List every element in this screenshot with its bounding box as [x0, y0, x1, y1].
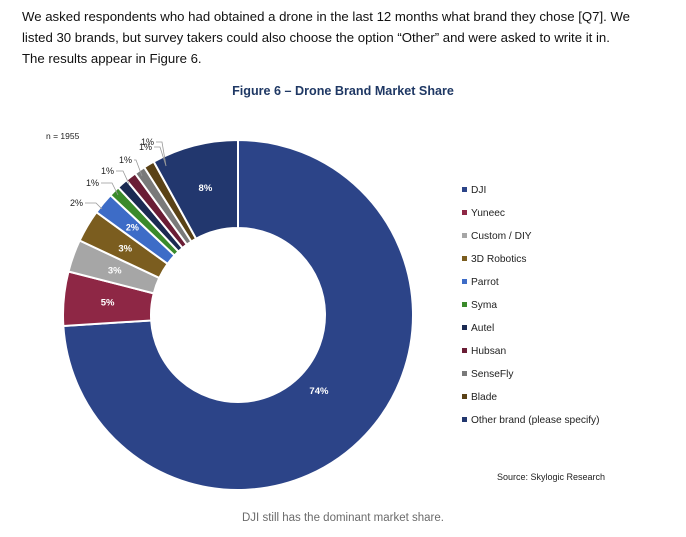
- leader-line-hubsan: [134, 159, 143, 177]
- legend-swatch-blade: [462, 394, 467, 399]
- intro-line-1: We asked respondents who had obtained a …: [22, 9, 630, 24]
- data-label-yuneec: 5%: [101, 298, 115, 309]
- legend-item-hubsan: Hubsan: [462, 346, 506, 357]
- data-label-3d-robotics: 3%: [118, 243, 132, 254]
- chart-source: Source: Skylogic Research: [497, 472, 606, 482]
- legend-swatch-other-brand-please-specify: [462, 417, 467, 422]
- slice-other-brand-please-specify: [152, 138, 239, 241]
- intro-paragraph: We asked respondents who had obtained a …: [22, 6, 672, 69]
- legend-swatch-yuneec: [462, 210, 467, 215]
- legend-label-blade: Blade: [471, 392, 498, 403]
- legend-label-autel: Autel: [471, 323, 495, 334]
- legend-item-sensefly: SenseFly: [462, 369, 513, 380]
- outer-label-autel: 1%: [101, 166, 114, 176]
- legend-item-autel: Autel: [462, 323, 494, 334]
- legend-label-syma: Syma: [471, 300, 498, 311]
- leader-line-parrot: [85, 202, 103, 210]
- legend-item-yuneec: Yuneec: [462, 208, 505, 219]
- outer-label-sensefly: 1%: [139, 142, 152, 152]
- data-label-custom-diy: 3%: [108, 266, 122, 277]
- legend-item-3d-robotics: 3D Robotics: [462, 254, 527, 265]
- legend-swatch-hubsan: [462, 348, 467, 353]
- data-label-dji: 74%: [309, 386, 329, 397]
- legend-swatch-3d-robotics: [462, 256, 467, 261]
- legend-swatch-autel: [462, 325, 467, 330]
- leader-line-autel: [116, 170, 130, 185]
- intro-line-3: The results appear in Figure 6.: [22, 51, 202, 66]
- legend-label-sensefly: SenseFly: [471, 369, 514, 380]
- chart-title: Figure 6 – Drone Brand Market Share: [232, 84, 454, 98]
- legend-label-dji: DJI: [471, 185, 487, 196]
- leader-line-blade: [156, 141, 167, 167]
- leader-line-syma: [101, 182, 119, 196]
- legend-item-custom-diy: Custom / DIY: [462, 231, 532, 242]
- legend-item-blade: Blade: [462, 392, 497, 403]
- legend-item-other-brand-please-specify: Other brand (please specify): [462, 415, 600, 426]
- legend-label-3d-robotics: 3D Robotics: [471, 254, 527, 265]
- sample-size-note: n = 1955: [46, 131, 80, 141]
- legend-item-dji: DJI: [462, 185, 486, 196]
- legend-label-hubsan: Hubsan: [471, 346, 507, 357]
- legend-label-other-brand-please-specify: Other brand (please specify): [471, 415, 600, 426]
- outer-label-blade: 1%: [141, 137, 154, 147]
- legend-item-syma: Syma: [462, 300, 497, 311]
- legend-swatch-parrot: [462, 279, 467, 284]
- slice-dji: [62, 138, 414, 491]
- legend-swatch-dji: [462, 187, 467, 192]
- legend-swatch-custom-diy: [462, 233, 467, 238]
- legend-item-parrot: Parrot: [462, 277, 499, 288]
- data-label-parrot-inner: 2%: [126, 223, 139, 233]
- figure-caption: DJI still has the dominant market share.: [242, 512, 444, 524]
- leader-line-sensefly: [154, 146, 167, 167]
- legend-label-custom-diy: Custom / DIY: [471, 231, 532, 242]
- legend-swatch-sensefly: [462, 371, 467, 376]
- outer-label-syma: 1%: [86, 178, 99, 188]
- legend-label-parrot: Parrot: [471, 277, 499, 288]
- outer-label-parrot: 2%: [70, 198, 83, 208]
- legend-swatch-syma: [462, 302, 467, 307]
- legend-label-yuneec: Yuneec: [471, 208, 505, 219]
- intro-line-2: listed 30 brands, but survey takers coul…: [22, 30, 610, 45]
- outer-label-hubsan: 1%: [119, 155, 132, 165]
- data-label-other-brand-please-specify: 8%: [199, 183, 213, 194]
